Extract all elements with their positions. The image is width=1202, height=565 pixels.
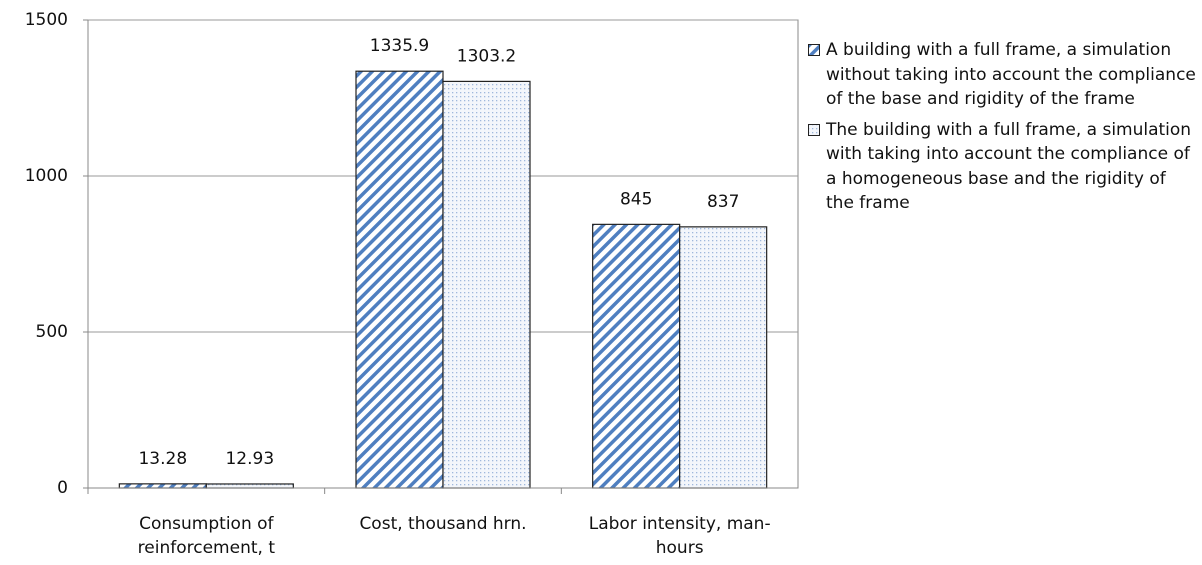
bar (355, 70, 444, 489)
value-label: 12.93 (225, 449, 274, 469)
bar (118, 483, 207, 489)
y-tick-label: 500 (36, 322, 68, 342)
legend-item: A building with a full frame, a simulati… (806, 38, 1196, 112)
legend-swatch (808, 123, 820, 136)
y-tick-label: 0 (57, 478, 68, 498)
x-tick-label: Cost, thousand hrn. (359, 514, 527, 534)
legend-swatch (808, 44, 820, 56)
x-tick-label: Consumption of reinforcement, t (137, 514, 275, 558)
value-label: 837 (707, 192, 739, 212)
legend-swatch-box (808, 123, 820, 136)
legend-item: The building with a full frame, a simula… (806, 118, 1196, 216)
value-label: 845 (620, 189, 652, 209)
legend: A building with a full frame, a simulati… (806, 38, 1196, 222)
bar (592, 223, 681, 489)
legend-swatch-box (808, 44, 820, 56)
y-tick-label: 1000 (25, 166, 68, 186)
x-tick-label: Labor intensity, man-hours (588, 514, 771, 558)
value-label: 1303.2 (457, 46, 516, 66)
legend-label: The building with a full frame, a simula… (826, 119, 1192, 214)
y-tick-label: 1500 (25, 10, 68, 30)
value-label: 13.28 (138, 449, 187, 469)
legend-label: A building with a full frame, a simulati… (826, 40, 1196, 109)
value-label: 1335.9 (370, 36, 429, 56)
bar (442, 80, 531, 489)
bar (205, 483, 294, 489)
bar (679, 226, 768, 489)
